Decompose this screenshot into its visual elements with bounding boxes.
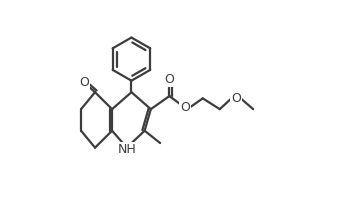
Text: O: O <box>180 101 190 114</box>
Text: O: O <box>165 73 174 86</box>
Text: O: O <box>79 76 89 89</box>
Text: O: O <box>231 92 241 105</box>
Text: NH: NH <box>118 143 136 156</box>
